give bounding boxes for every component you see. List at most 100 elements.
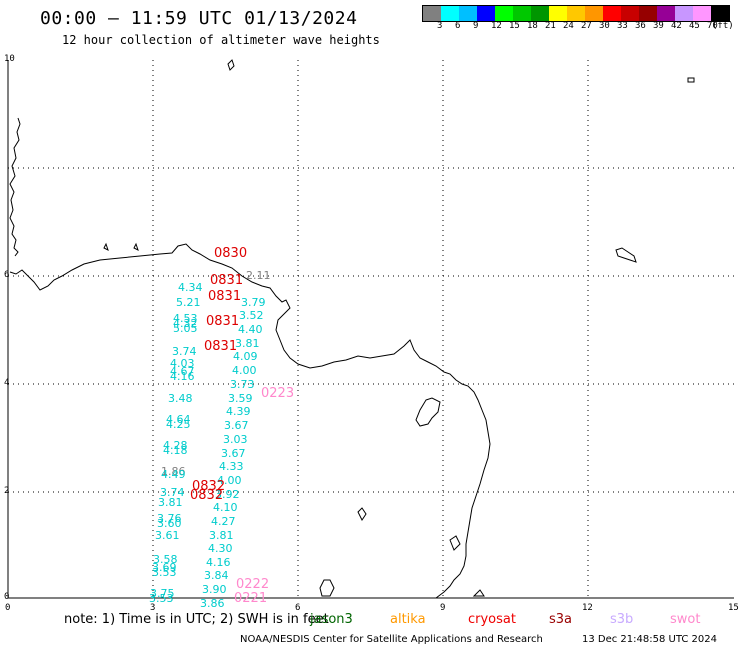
colorbar bbox=[422, 5, 730, 22]
wave-height-label: 3.81 bbox=[209, 529, 234, 542]
y-tick: 10 bbox=[4, 54, 15, 64]
colorbar-swatch bbox=[531, 6, 549, 21]
pass-time-label: 0223 bbox=[261, 386, 295, 401]
wave-height-label: 2.11 bbox=[246, 269, 271, 282]
wave-height-label: 3.61 bbox=[155, 529, 180, 542]
wave-height-label: 4.33 bbox=[219, 460, 244, 473]
colorbar-label: 39 bbox=[653, 21, 664, 31]
satellite-legend-item: cryosat bbox=[468, 612, 516, 627]
wave-height-label: 3.74 bbox=[160, 486, 185, 499]
wave-height-label: 3.67 bbox=[221, 447, 246, 460]
satellite-legend-item: jason3 bbox=[310, 612, 353, 627]
colorbar-label: 45 bbox=[689, 21, 700, 31]
colorbar-swatch bbox=[693, 6, 711, 21]
wave-height-label: 3.69 bbox=[152, 561, 177, 574]
footer-timestamp: 13 Dec 21:48:58 UTC 2024 bbox=[582, 634, 717, 645]
wave-height-label: 4.16 bbox=[206, 556, 231, 569]
colorbar-label: 27 bbox=[581, 21, 592, 31]
colorbar-swatch bbox=[657, 6, 675, 21]
colorbar-swatch bbox=[675, 6, 693, 21]
y-tick: 6 bbox=[4, 270, 10, 280]
pass-time-label: 0831 bbox=[204, 339, 238, 354]
x-tick: 12 bbox=[582, 603, 593, 613]
colorbar-swatch bbox=[639, 6, 657, 21]
colorbar-label: 3 bbox=[437, 21, 443, 31]
wave-height-label: 4.49 bbox=[161, 468, 186, 481]
wave-height-label: 1.86 bbox=[161, 465, 186, 478]
satellite-legend-item: altika bbox=[390, 612, 426, 627]
pass-time-label: 0832 bbox=[190, 488, 224, 503]
satellite-legend-item: swot bbox=[670, 612, 701, 627]
wave-height-label: 3.76 bbox=[157, 512, 182, 525]
colorbar-swatch bbox=[567, 6, 585, 21]
wave-height-label: 5.21 bbox=[176, 296, 201, 309]
wave-height-label: 4.18 bbox=[163, 444, 188, 457]
colorbar-label: 70 bbox=[707, 21, 718, 31]
pass-time-label: 0831 bbox=[210, 273, 244, 288]
wave-height-label: 3.58 bbox=[153, 553, 178, 566]
colorbar-swatch bbox=[549, 6, 567, 21]
wave-height-label: 3.81 bbox=[235, 337, 260, 350]
wave-height-label: 4.09 bbox=[233, 350, 258, 363]
pass-time-label: 0830 bbox=[214, 246, 248, 261]
colorbar-label: 21 bbox=[545, 21, 556, 31]
colorbar-label: 33 bbox=[617, 21, 628, 31]
wave-height-label: 3.90 bbox=[202, 583, 227, 596]
colorbar-swatch bbox=[621, 6, 639, 21]
footer-note: note: 1) Time is in UTC; 2) SWH is in fe… bbox=[64, 612, 329, 627]
colorbar-label: 18 bbox=[527, 21, 538, 31]
wave-height-label: 3.74 bbox=[172, 345, 197, 358]
wave-height-label: 4.27 bbox=[211, 515, 236, 528]
colorbar-label: 24 bbox=[563, 21, 574, 31]
wave-height-label: 4.40 bbox=[238, 323, 263, 336]
y-tick: 0 bbox=[4, 592, 10, 602]
wave-height-label: 3.81 bbox=[158, 496, 183, 509]
wave-height-label: 3.84 bbox=[204, 569, 229, 582]
satellite-legend-item: s3a bbox=[549, 612, 573, 627]
wave-height-label: 4.64 bbox=[166, 413, 191, 426]
wave-height-label: 3.86 bbox=[200, 597, 225, 610]
colorbar-label: 36 bbox=[635, 21, 646, 31]
y-tick: 4 bbox=[4, 378, 10, 388]
page-subtitle: 12 hour collection of altimeter wave hei… bbox=[62, 33, 380, 47]
colorbar-swatch bbox=[513, 6, 531, 21]
y-tick: 2 bbox=[4, 486, 10, 496]
wave-height-label: 4.39 bbox=[226, 405, 251, 418]
pass-time-label: 0831 bbox=[208, 289, 242, 304]
wave-height-label: 4.67 bbox=[170, 365, 195, 378]
wave-height-label: 3.67 bbox=[224, 419, 249, 432]
wave-height-label: 4.10 bbox=[213, 501, 238, 514]
wave-height-label: 4.32 bbox=[173, 317, 198, 330]
wave-height-label: 3.52 bbox=[239, 309, 264, 322]
colorbar-swatch bbox=[711, 6, 729, 21]
x-tick: 3 bbox=[150, 603, 156, 613]
colorbar-units: (ft) bbox=[712, 21, 734, 31]
wave-height-label: 3.60 bbox=[157, 517, 182, 530]
wave-height-label: 3.03 bbox=[223, 433, 248, 446]
wave-height-label: 4.34 bbox=[178, 281, 203, 294]
wave-height-label: 3.79 bbox=[241, 296, 266, 309]
wave-height-label: 4.28 bbox=[163, 439, 188, 452]
x-tick: 0 bbox=[5, 603, 11, 613]
wave-height-label: 3.53 bbox=[152, 566, 177, 579]
colorbar-label: 6 bbox=[455, 21, 461, 31]
x-tick: 15 bbox=[728, 603, 739, 613]
colorbar-swatch bbox=[603, 6, 621, 21]
colorbar-swatch bbox=[441, 6, 459, 21]
wave-height-label: 4.16 bbox=[170, 370, 195, 383]
grid-lines bbox=[8, 60, 734, 598]
wave-height-label: 3.73 bbox=[230, 378, 255, 391]
wave-height-label: 3.53 bbox=[149, 592, 174, 605]
colorbar-swatch bbox=[495, 6, 513, 21]
wave-height-label: 3.59 bbox=[228, 392, 253, 405]
colorbar-label: 15 bbox=[509, 21, 520, 31]
pass-time-label: 0831 bbox=[206, 314, 240, 329]
x-tick: 6 bbox=[295, 603, 301, 613]
coastline bbox=[9, 59, 695, 599]
map-frame bbox=[7, 60, 734, 599]
wave-height-label: 5.05 bbox=[173, 322, 198, 335]
wave-height-label: 3.48 bbox=[168, 392, 193, 405]
wave-height-label: 4.53 bbox=[173, 312, 198, 325]
colorbar-label: 12 bbox=[491, 21, 502, 31]
